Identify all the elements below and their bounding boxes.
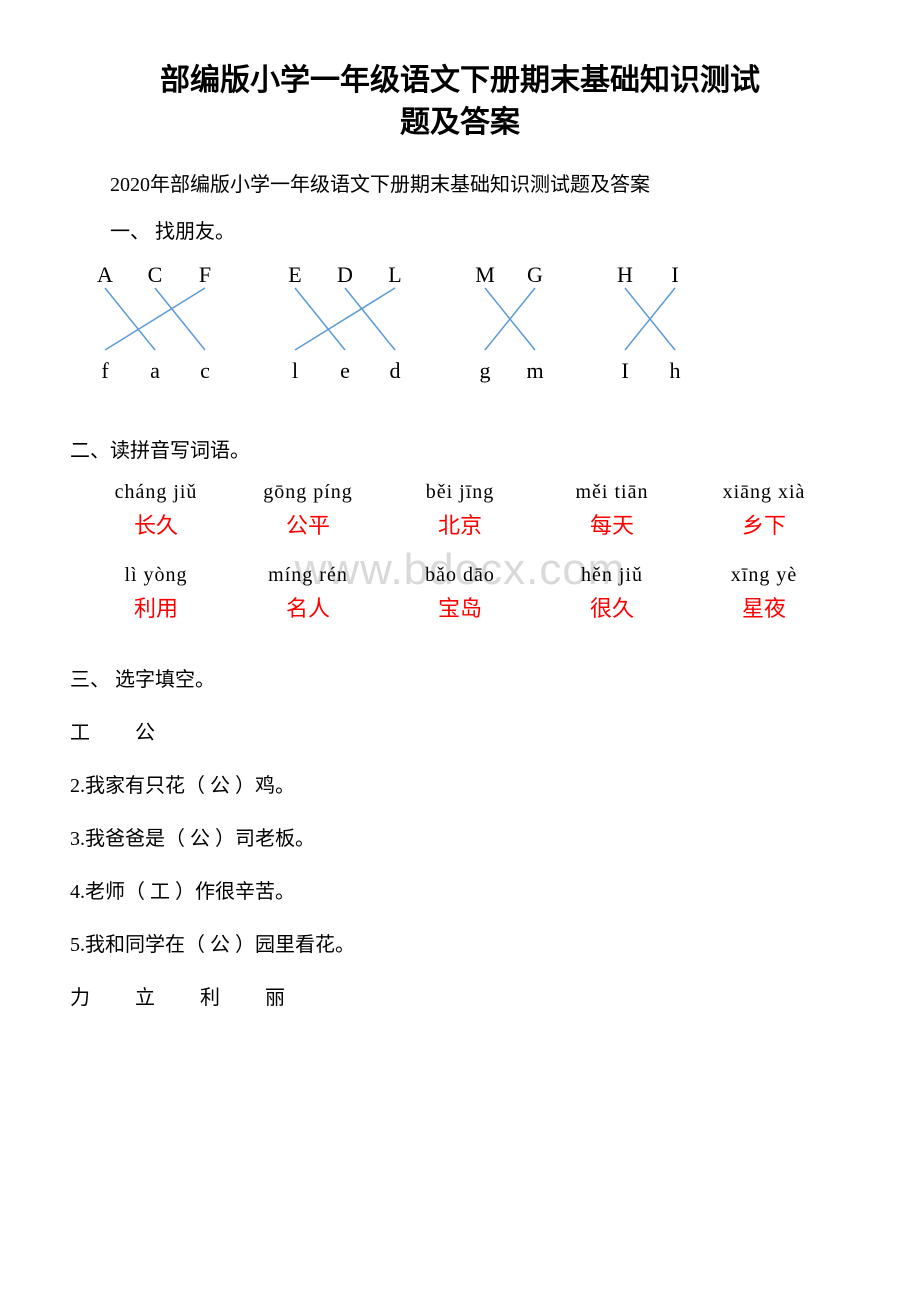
question-5: 5.我和同学在（ 公 ）园里看花。 — [70, 928, 850, 957]
pinyin-item: xīng yè 星夜 — [688, 564, 840, 623]
pinyin-text: běi jīng — [384, 481, 536, 504]
pinyin-item: cháng jiǔ 长久 — [80, 481, 232, 540]
pinyin-text: bǎo dāo — [384, 564, 536, 587]
lowercase-letter: c — [180, 358, 230, 384]
pinyin-item: xiāng xià 乡下 — [688, 481, 840, 540]
pinyin-text: gōng píng — [232, 481, 384, 504]
lowercase-letter: f — [80, 358, 130, 384]
lowercase-letter: e — [320, 358, 370, 384]
pinyin-text: měi tiān — [536, 481, 688, 504]
choice-word: 立 — [135, 981, 155, 1010]
section-3-label: 三、 选字填空。 — [70, 663, 850, 692]
lowercase-letter: l — [270, 358, 320, 384]
lowercase-letter: a — [130, 358, 180, 384]
pinyin-item: lì yòng 利用 — [80, 564, 232, 623]
pinyin-item: gōng píng 公平 — [232, 481, 384, 540]
question-3: 3.我爸爸是（ 公 ）司老板。 — [70, 822, 850, 851]
match-lines — [270, 284, 420, 354]
answer-text: 长久 — [80, 508, 232, 540]
question-2: 2.我家有只花（ 公 ）鸡。 — [70, 769, 850, 798]
answer-text: 公平 — [232, 508, 384, 540]
pinyin-item: bǎo dāo 宝岛 — [384, 564, 536, 623]
pinyin-item: míng rén 名人 — [232, 564, 384, 623]
choice-word: 公 — [135, 716, 155, 745]
match-group: MGgm — [460, 262, 560, 384]
pinyin-text: xiāng xià — [688, 481, 840, 504]
choice-pair-2: 力 立 利 丽 — [70, 981, 850, 1010]
answer-text: 每天 — [536, 508, 688, 540]
lowercase-letter: m — [510, 358, 560, 384]
pinyin-text: lì yòng — [80, 564, 232, 587]
match-lines — [80, 284, 230, 354]
answer-text: 乡下 — [688, 508, 840, 540]
question-4: 4.老师（ 工 ）作很辛苦。 — [70, 875, 850, 904]
match-group: EDLled — [270, 262, 420, 384]
pinyin-text: xīng yè — [688, 564, 840, 587]
answer-text: 很久 — [536, 591, 688, 623]
pinyin-item: hěn jiǔ 很久 — [536, 564, 688, 623]
lowercase-letter: h — [650, 358, 700, 384]
title-line-2: 题及答案 — [400, 106, 520, 139]
match-group: ACFfac — [80, 262, 230, 384]
lowercase-letter: I — [600, 358, 650, 384]
answer-text: 利用 — [80, 591, 232, 623]
choice-word: 工 — [70, 716, 90, 745]
pinyin-text: hěn jiǔ — [536, 564, 688, 587]
letter-match-container: ACFfac EDLled MGgm HIIh — [70, 262, 850, 384]
choice-word: 丽 — [265, 981, 285, 1010]
pinyin-text: míng rén — [232, 564, 384, 587]
answer-text: 宝岛 — [384, 591, 536, 623]
subtitle: 2020年部编版小学一年级语文下册期末基础知识测试题及答案 — [70, 168, 850, 197]
pinyin-item: měi tiān 每天 — [536, 481, 688, 540]
lowercase-letter: d — [370, 358, 420, 384]
match-lines — [460, 284, 560, 354]
lowercase-letter: g — [460, 358, 510, 384]
answer-text: 星夜 — [688, 591, 840, 623]
choice-word: 力 — [70, 981, 90, 1010]
pinyin-item: běi jīng 北京 — [384, 481, 536, 540]
choice-word: 利 — [200, 981, 220, 1010]
match-group: HIIh — [600, 262, 700, 384]
answer-text: 北京 — [384, 508, 536, 540]
choice-pair-1: 工 公 — [70, 716, 850, 745]
pinyin-text: cháng jiǔ — [80, 481, 232, 504]
document-title: 部编版小学一年级语文下册期末基础知识测试 题及答案 — [70, 60, 850, 144]
title-line-1: 部编版小学一年级语文下册期末基础知识测试 — [160, 64, 760, 97]
pinyin-grid: cháng jiǔ 长久gōng píng 公平běi jīng 北京měi tiān… — [80, 481, 840, 623]
answer-text: 名人 — [232, 591, 384, 623]
section-2-label: 二、读拼音写词语。 — [70, 434, 850, 463]
section-1-label: 一、 找朋友。 — [70, 215, 850, 244]
match-lines — [600, 284, 700, 354]
